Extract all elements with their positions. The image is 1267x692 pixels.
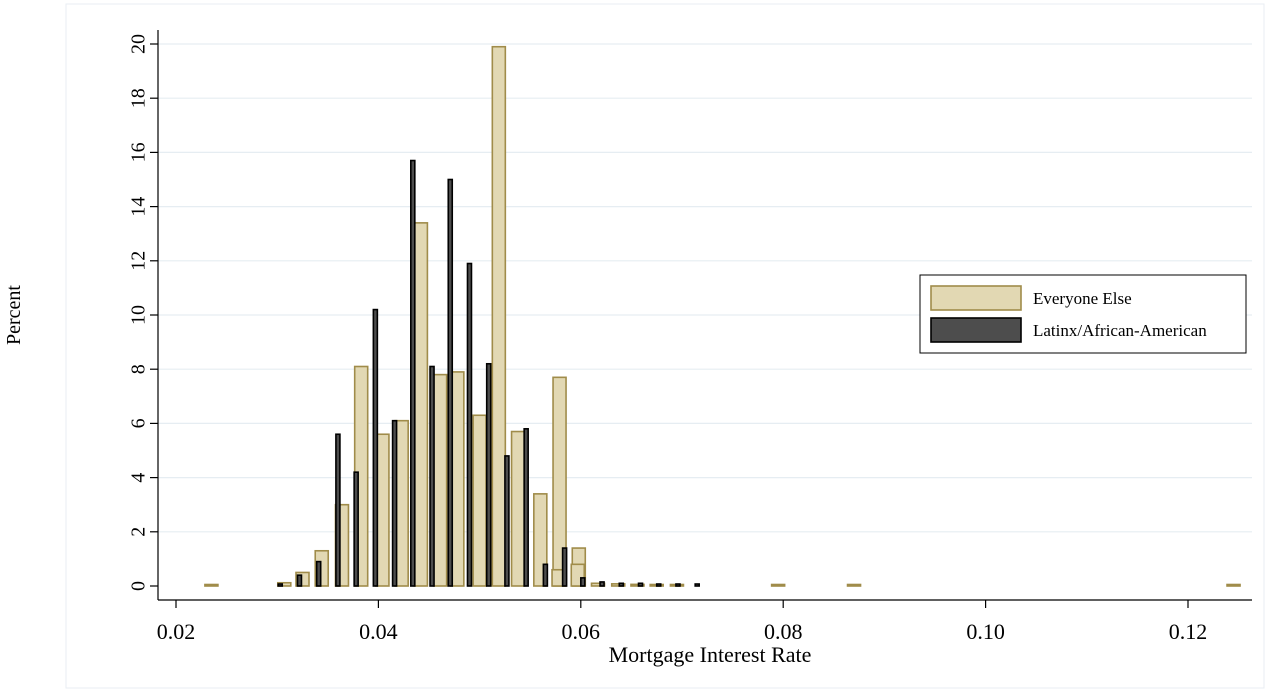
series-everyone-else [204, 45, 1241, 587]
bar-latinx-african-american-5 [372, 308, 379, 587]
x-tick-label-3: 0.08 [764, 619, 803, 644]
bar-latinx-african-american-7 [410, 159, 416, 587]
x-tick-label-4: 0.10 [966, 619, 1005, 644]
bar-everyone-else-25 [846, 583, 862, 587]
y-tick-label-8: 16 [128, 142, 150, 162]
bar-everyone-else-12 [491, 45, 507, 587]
bar-latinx-african-american-1 [296, 574, 303, 587]
y-tick-label-5: 10 [128, 305, 150, 325]
bar-everyone-else-8 [413, 222, 429, 587]
legend: Everyone Else Latinx/African-American [919, 274, 1247, 354]
outer-frame [65, 3, 1265, 689]
x-axis-label: Mortgage Interest Rate [609, 642, 812, 667]
bar-latinx-african-american-11 [485, 362, 492, 587]
bar-latinx-african-american-9 [447, 178, 454, 587]
bar-everyone-else-13 [510, 430, 526, 587]
y-axis-label: Percent [3, 285, 25, 345]
bar-everyone-else-9 [432, 373, 448, 587]
y-tick-label-2: 4 [128, 473, 150, 483]
x-tick-label-1: 0.04 [359, 619, 398, 644]
x-tick-label-5: 0.12 [1169, 619, 1208, 644]
bar-latinx-african-american-8 [429, 365, 435, 587]
bar-everyone-else-20 [610, 583, 626, 587]
bar-latinx-african-american-2 [315, 560, 322, 587]
y-tick-label-9: 18 [128, 88, 150, 108]
bar-latinx-african-american-19 [637, 582, 644, 587]
x-tick-label-0: 0.02 [157, 619, 196, 644]
series-latinx-african-american [277, 159, 700, 587]
bar-latinx-african-american-14 [542, 563, 549, 587]
y-axis-ticks: 0 2 4 6 8 10 12 14 16 18 20 [128, 34, 158, 591]
bar-latinx-african-american-18 [618, 582, 625, 587]
y-tick-label-0: 0 [128, 581, 150, 591]
bar-latinx-african-american-15 [561, 547, 568, 587]
bar-everyone-else-24 [770, 583, 786, 587]
bar-everyone-else-11 [472, 414, 487, 587]
bar-latinx-african-american-3 [335, 433, 341, 587]
bar-latinx-african-american-6 [391, 419, 398, 587]
bar-everyone-else-26 [1226, 583, 1241, 587]
bar-latinx-african-american-17 [599, 581, 605, 587]
legend-label-everyone-else: Everyone Else [1033, 289, 1132, 308]
bar-everyone-else-14 [533, 493, 548, 587]
y-tick-label-7: 14 [128, 197, 150, 217]
y-tick-label-1: 2 [128, 527, 150, 537]
x-tick-label-2: 0.06 [562, 619, 601, 644]
x-axis-ticks: 0.02 0.04 0.06 0.08 0.10 0.12 [157, 600, 1208, 644]
bar-everyone-else-0 [204, 583, 219, 587]
bar-latinx-african-american-12 [504, 455, 510, 587]
bar-latinx-african-american-16 [580, 577, 586, 587]
legend-label-latinx-african-american: Latinx/African-American [1033, 321, 1207, 340]
y-tick-label-6: 12 [128, 251, 150, 271]
y-tick-label-10: 20 [128, 34, 150, 54]
y-tick-label-3: 6 [128, 418, 150, 428]
legend-swatch-everyone-else [930, 285, 1022, 311]
bar-latinx-african-american-0 [277, 583, 284, 587]
bar-latinx-african-american-10 [466, 262, 473, 587]
bar-latinx-african-american-13 [523, 428, 529, 587]
y-tick-label-4: 8 [128, 364, 150, 374]
legend-swatch-latinx-african-american [930, 317, 1022, 343]
bar-latinx-african-american-4 [353, 471, 359, 587]
bar-latinx-african-american-21 [675, 583, 681, 587]
bar-latinx-african-american-20 [655, 583, 662, 587]
bar-latinx-african-american-22 [694, 583, 700, 587]
bar-everyone-else-21 [630, 583, 645, 587]
